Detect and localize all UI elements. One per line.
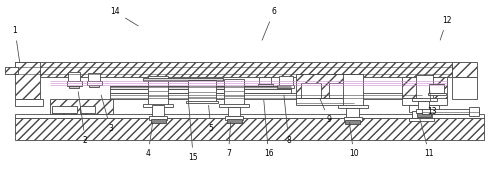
Text: 15: 15 — [188, 102, 198, 162]
Text: 9: 9 — [319, 98, 331, 124]
Bar — [342, 74, 362, 106]
Bar — [401, 98, 446, 105]
Bar — [88, 73, 100, 82]
Bar — [408, 118, 433, 121]
Bar — [148, 76, 168, 105]
Bar — [151, 105, 164, 116]
Text: 4: 4 — [145, 122, 152, 158]
Bar — [87, 81, 102, 85]
Text: 10: 10 — [348, 122, 358, 158]
Bar — [416, 113, 430, 117]
Bar — [149, 116, 167, 120]
Bar — [421, 109, 478, 114]
Text: 14: 14 — [110, 8, 138, 26]
Bar — [110, 93, 421, 99]
Bar — [296, 74, 353, 99]
Text: 6: 6 — [262, 8, 276, 40]
Bar — [15, 62, 451, 77]
Bar — [468, 107, 478, 116]
Bar — [219, 104, 249, 107]
Bar — [451, 77, 476, 99]
Bar — [278, 76, 292, 86]
Bar — [428, 84, 443, 93]
Bar — [224, 79, 244, 105]
Text: 8: 8 — [284, 95, 291, 145]
Bar — [50, 99, 113, 114]
Bar — [15, 118, 483, 140]
Bar — [296, 98, 353, 105]
Bar — [343, 117, 361, 121]
Bar — [415, 109, 431, 113]
Bar — [150, 119, 165, 123]
Bar — [427, 93, 445, 95]
Text: 16: 16 — [263, 100, 273, 158]
Bar — [143, 104, 173, 107]
Text: 12: 12 — [439, 16, 450, 40]
Bar — [258, 77, 271, 85]
Bar — [301, 83, 321, 98]
Text: 11: 11 — [419, 119, 433, 158]
Bar — [345, 120, 360, 124]
Bar — [110, 86, 291, 89]
Bar — [143, 78, 223, 81]
Bar — [188, 80, 215, 102]
Text: 5: 5 — [208, 105, 213, 133]
Bar — [411, 98, 436, 101]
Bar — [5, 67, 18, 74]
Text: 2: 2 — [78, 92, 88, 145]
Bar — [226, 119, 241, 123]
Bar — [80, 106, 95, 113]
Text: 3: 3 — [101, 95, 113, 133]
Bar — [415, 75, 432, 99]
Bar — [15, 62, 40, 99]
Bar — [185, 101, 218, 103]
Bar — [417, 101, 428, 109]
Bar — [328, 83, 346, 98]
Bar — [401, 77, 446, 99]
Bar — [15, 114, 483, 118]
Bar — [52, 106, 77, 113]
Text: 1: 1 — [13, 26, 20, 62]
Bar — [411, 111, 431, 118]
Bar — [89, 85, 99, 87]
Text: 13: 13 — [426, 88, 436, 116]
Bar — [67, 81, 82, 86]
Bar — [277, 85, 294, 88]
Bar — [225, 116, 243, 120]
Bar — [346, 108, 358, 117]
Bar — [227, 107, 240, 116]
Text: 7: 7 — [225, 122, 230, 158]
Bar — [337, 105, 367, 108]
Bar — [68, 72, 80, 82]
Bar — [257, 84, 272, 86]
Bar — [451, 62, 476, 77]
Bar — [15, 99, 43, 106]
Bar — [110, 89, 291, 93]
Bar — [69, 86, 79, 88]
Bar — [408, 105, 438, 112]
